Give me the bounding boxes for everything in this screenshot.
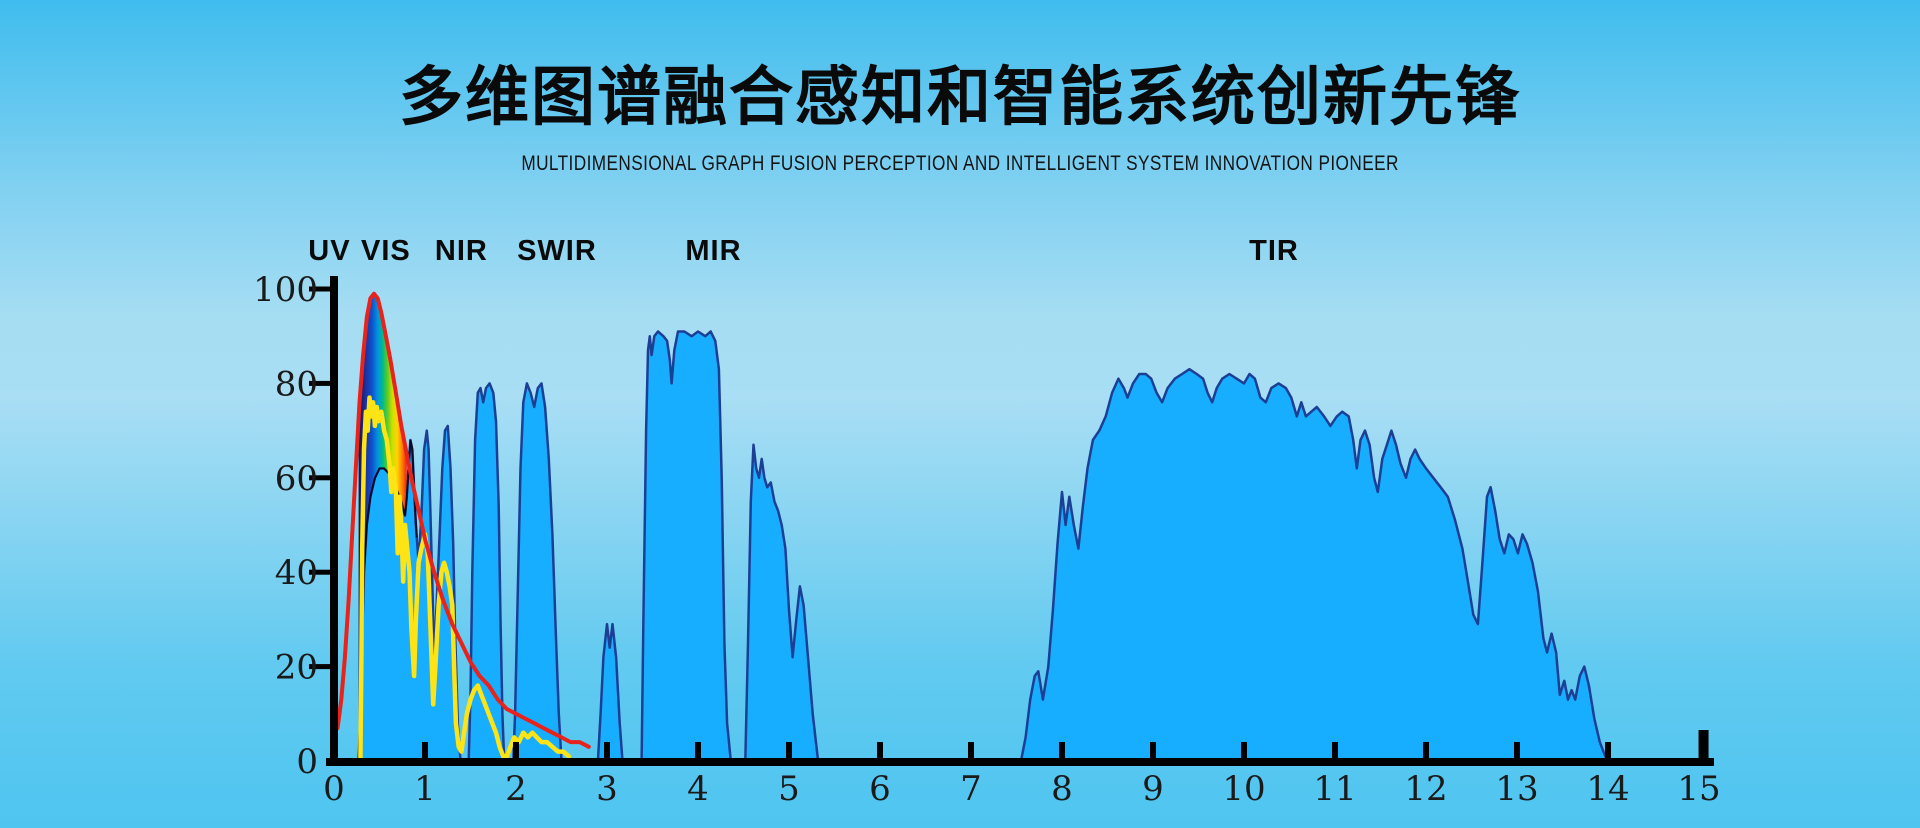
band-label-nir: NIR (435, 235, 488, 267)
y-tick-label: 60 (275, 459, 318, 499)
transmission-area (332, 330, 1701, 763)
x-tick-label: 11 (1313, 769, 1356, 809)
dome-outline-curve (357, 439, 418, 762)
x-tick-label: 8 (1051, 769, 1073, 809)
x-tick (604, 742, 610, 762)
y-tick-label: 0 (296, 742, 318, 782)
x-tick (513, 742, 519, 762)
x-tick-label: 1 (414, 769, 436, 809)
x-tick (422, 742, 428, 762)
x-tick (1423, 742, 1429, 762)
band-label-vis: VIS (361, 235, 411, 267)
y-tick-label: 100 (253, 270, 318, 310)
x-tick-label: 3 (596, 769, 618, 809)
y-tick (309, 664, 334, 670)
solar-envelope-curve (335, 291, 591, 749)
x-tick (786, 742, 792, 762)
y-tick-label: 20 (275, 648, 318, 688)
x-tick (1514, 742, 1520, 762)
page-subtitle: MULTIDIMENSIONAL GRAPH FUSION PERCEPTION… (0, 152, 1920, 176)
y-tick-label: 80 (275, 364, 318, 404)
y-tick-label: 40 (275, 553, 318, 593)
x-tick-label: 15 (1677, 769, 1720, 809)
ground-solar-spectrum-curve (358, 395, 572, 764)
y-tick (309, 380, 334, 386)
x-tick-label: 14 (1586, 769, 1629, 809)
x-tick-label: 5 (778, 769, 800, 809)
x-tick (877, 742, 883, 762)
band-label-uv: UV (308, 235, 350, 267)
x-tick-label: 6 (869, 769, 891, 809)
y-axis-line (330, 276, 338, 766)
band-label-mir: MIR (685, 235, 741, 267)
band-label-swir: SWIR (517, 235, 597, 267)
x-tick (1605, 742, 1611, 762)
x-tick-label: 4 (687, 769, 709, 809)
x-axis-end-cap (1698, 730, 1709, 762)
x-tick (1241, 742, 1247, 762)
x-tick-label: 10 (1222, 769, 1265, 809)
x-tick-label: 9 (1142, 769, 1164, 809)
x-tick (1332, 742, 1338, 762)
x-axis-line (326, 758, 1714, 766)
y-tick (309, 569, 334, 575)
x-tick (968, 742, 974, 762)
x-tick (695, 742, 701, 762)
x-tick-label: 7 (960, 769, 982, 809)
x-tick-label: 12 (1404, 769, 1447, 809)
x-tick-label: 13 (1495, 769, 1538, 809)
y-tick (309, 286, 334, 292)
x-tick (1059, 742, 1065, 762)
x-tick-label: 0 (323, 769, 345, 809)
y-tick (309, 475, 334, 481)
x-tick (1150, 742, 1156, 762)
x-tick-label: 2 (505, 769, 527, 809)
page-title: 多维图谱融合感知和智能系统创新先锋 (399, 61, 1521, 133)
page-subtitle-text: MULTIDIMENSIONAL GRAPH FUSION PERCEPTION… (521, 152, 1399, 175)
band-label-tir: TIR (1249, 235, 1299, 267)
